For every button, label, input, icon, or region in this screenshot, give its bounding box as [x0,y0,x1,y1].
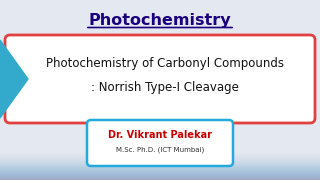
Text: Dr. Vikrant Palekar: Dr. Vikrant Palekar [108,130,212,140]
Text: Photochemistry of Carbonyl Compounds: Photochemistry of Carbonyl Compounds [46,57,284,71]
Text: Photochemistry: Photochemistry [89,12,231,28]
FancyBboxPatch shape [5,35,315,123]
Text: M.Sc. Ph.D. (ICT Mumbai): M.Sc. Ph.D. (ICT Mumbai) [116,147,204,153]
FancyBboxPatch shape [87,120,233,166]
Polygon shape [0,40,28,118]
Text: : Norrish Type-I Cleavage: : Norrish Type-I Cleavage [91,80,239,93]
